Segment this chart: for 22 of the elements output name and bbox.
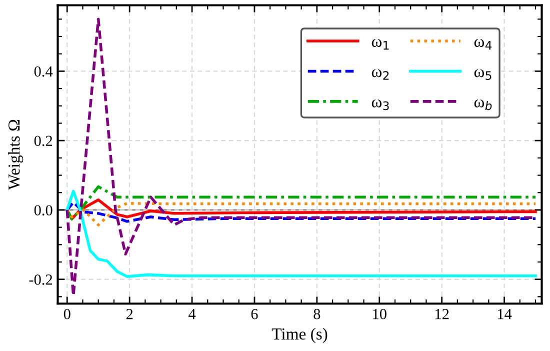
legend-label: ω$_{2}$	[372, 69, 389, 80]
x-tick-label: 14	[498, 308, 512, 320]
x-tick-label: 4	[188, 309, 196, 320]
y-axis-title: Weights Ω	[8, 120, 24, 190]
legend-label: ω$_{5}$	[474, 69, 492, 80]
line-series	[66, 190, 537, 278]
y-tick-label: 0.4	[34, 66, 53, 77]
y-tick-label: 0.2	[34, 136, 52, 146]
x-tick-label: 0	[64, 308, 70, 320]
y-tick-label: 0.0	[34, 205, 52, 216]
x-tick-label: 8	[314, 308, 320, 320]
line-series	[66, 185, 537, 220]
legend-label: ω$_{3}$	[372, 99, 389, 110]
x-tick-label: 12	[436, 308, 449, 320]
x-tick-label: 10	[373, 308, 386, 320]
legend-label: ω$_{b}$	[474, 99, 492, 110]
legend-label: ω$_{1}$	[372, 39, 389, 50]
y-tick-label: -0.2	[29, 274, 52, 285]
x-axis-title: Time (s)	[272, 328, 328, 343]
legend-label: ω$_{4}$	[474, 39, 492, 50]
x-tick-label: 2	[126, 308, 133, 320]
x-tick-label: 6	[251, 308, 258, 320]
